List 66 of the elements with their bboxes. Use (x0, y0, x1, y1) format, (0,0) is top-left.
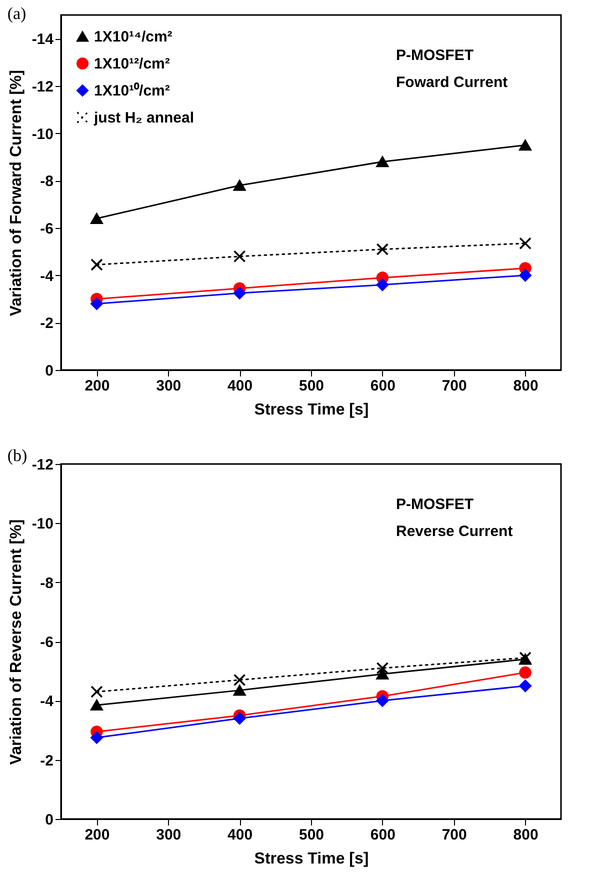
chart-title: (a) (7, 4, 26, 23)
y-tick-label: -10 (32, 516, 54, 533)
point (90, 258, 103, 271)
annotation: P-MOSFET (396, 47, 474, 64)
y-tick-label: 0 (45, 362, 54, 380)
x-axis-title: Stress Time [s] (254, 402, 369, 418)
y-tick-label: -4 (40, 693, 54, 710)
y-tick-label: 0 (45, 812, 54, 828)
point (233, 674, 246, 686)
y-tick-label: -10 (32, 126, 54, 143)
y-axis-title: Variation of Reverse Current [%] (8, 519, 25, 765)
point (376, 668, 389, 680)
x-tick-label: 800 (513, 378, 538, 394)
x-tick-label: 500 (298, 826, 324, 844)
x-tick-label: 800 (513, 826, 538, 844)
point (376, 278, 389, 291)
y-tick-label: -8 (40, 574, 54, 592)
y-axis-title: Variation of Forward Current [%] (8, 70, 25, 316)
legend-label: 1X10¹⁰/cm² (94, 82, 170, 100)
x-tick-label: 600 (370, 826, 396, 844)
x-tick-label: 300 (156, 378, 182, 394)
point (376, 243, 389, 256)
y-tick-label: -8 (40, 173, 54, 190)
y-tick-label: -6 (40, 634, 54, 651)
chart-title: (b) (7, 446, 28, 465)
x-axis-title: Stress Time [s] (254, 850, 369, 868)
point (519, 680, 532, 692)
point (90, 298, 103, 310)
x-tick-label: 700 (442, 378, 467, 394)
x-tick-label: 200 (84, 826, 110, 844)
point (376, 156, 389, 168)
point (90, 213, 103, 224)
y-tick-label: -2 (40, 315, 54, 332)
y-tick-label: -14 (32, 31, 54, 48)
x-tick-label: 200 (84, 378, 110, 394)
point (519, 269, 532, 282)
y-tick-label: -6 (40, 220, 54, 238)
point (519, 237, 532, 250)
y-tick-label: -12 (32, 78, 54, 96)
legend-label: 1X10¹²/cm² (94, 56, 170, 72)
legend-label: just H₂ anneal (93, 110, 194, 126)
point (233, 180, 246, 191)
annotation: Reverse Current (396, 523, 513, 540)
legend-label: 1X10¹⁴/cm² (94, 28, 172, 46)
point (233, 712, 246, 725)
x-tick-label: 600 (370, 378, 396, 394)
point (90, 732, 103, 744)
y-tick-label: -4 (40, 268, 54, 285)
point (233, 250, 246, 263)
point (233, 286, 246, 300)
x-tick-label: 400 (228, 826, 253, 844)
point (376, 662, 389, 674)
y-tick-label: -12 (32, 456, 54, 474)
x-tick-label: 500 (298, 378, 324, 394)
y-tick-label: -2 (40, 752, 54, 770)
point (233, 684, 246, 696)
x-tick-label: 300 (156, 826, 182, 844)
point (519, 666, 532, 679)
point (90, 700, 103, 711)
x-tick-label: 700 (442, 826, 467, 844)
point (90, 686, 103, 698)
annotation: P-MOSFET (396, 496, 474, 513)
point (519, 140, 532, 151)
point (376, 694, 389, 707)
annotation: Foward Current (396, 74, 508, 91)
x-tick-label: 400 (228, 378, 253, 394)
